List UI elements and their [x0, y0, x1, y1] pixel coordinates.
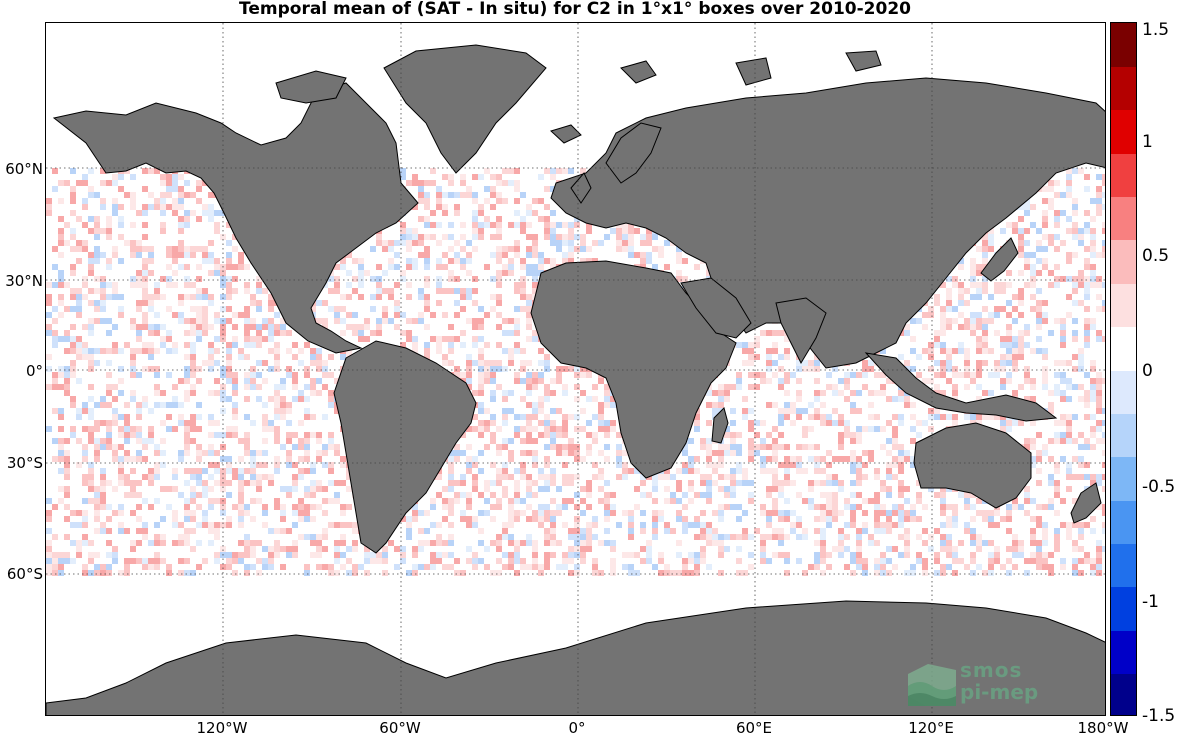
smos-pimep-logo — [908, 664, 956, 706]
colorbar-segment — [1111, 326, 1136, 371]
australia — [913, 422, 1032, 509]
colorbar-segment — [1111, 586, 1136, 631]
colorbar-tick-neg1.5: -1.5 — [1142, 706, 1176, 726]
arabian-peninsula — [680, 277, 752, 339]
lat-label-60n: 60°N — [5, 160, 43, 178]
southeast-asia — [864, 352, 1058, 422]
colorbar-segment — [1111, 66, 1136, 111]
british-isles — [570, 172, 592, 204]
colorbar-segment — [1111, 283, 1136, 328]
lat-label-30n: 30°N — [5, 272, 43, 290]
colorbar-segment — [1111, 153, 1136, 197]
colorbar-segment — [1111, 673, 1136, 715]
colorbar-segment — [1111, 109, 1136, 154]
colorbar-segment — [1111, 196, 1136, 241]
logo-text-smos: smos — [960, 658, 1023, 682]
colorbar-segment — [1111, 456, 1136, 501]
colorbar-tick-0.5: 0.5 — [1142, 246, 1170, 266]
colorbar-tick-neg0.5: -0.5 — [1142, 477, 1176, 497]
colorbar-tick-0: 0 — [1142, 361, 1153, 381]
scandinavia — [605, 122, 662, 184]
arctic-islands — [275, 70, 347, 104]
svalbard — [620, 60, 657, 84]
colorbar-tick-1: 1 — [1142, 132, 1153, 152]
lat-label-30s: 30°S — [6, 454, 43, 472]
lon-label-120e: 120°E — [908, 719, 954, 737]
colorbar-segment — [1111, 500, 1136, 544]
lon-label-0: 0° — [568, 719, 586, 737]
greenland — [383, 44, 547, 174]
africa — [530, 260, 737, 479]
lat-label-60s: 60°S — [6, 565, 43, 583]
south-america — [333, 340, 477, 554]
japan — [980, 237, 1019, 282]
novaya-zemlya — [735, 57, 772, 86]
map-plot — [46, 23, 1105, 715]
north-america — [52, 82, 419, 354]
land-masses — [46, 44, 1105, 715]
graticule — [46, 23, 1105, 715]
map-frame — [45, 22, 1106, 716]
antarctica — [46, 600, 1105, 715]
india — [775, 297, 827, 365]
colorbar-tick-neg1: -1 — [1142, 592, 1159, 612]
new-zealand — [1070, 482, 1102, 524]
colorbar-segment — [1111, 239, 1136, 284]
lon-label-60w: 60°W — [379, 719, 421, 737]
lon-label-180w: 180°W — [1077, 719, 1129, 737]
colorbar-tick-1.5: 1.5 — [1142, 20, 1170, 40]
colorbar-segment — [1111, 630, 1136, 675]
madagascar — [711, 407, 729, 444]
lon-label-120w: 120°W — [196, 719, 248, 737]
colorbar-segment — [1111, 370, 1136, 414]
lon-label-60e: 60°E — [735, 719, 773, 737]
colorbar — [1110, 22, 1137, 716]
logo-text-pimep: pi-mep — [960, 680, 1039, 704]
eurasia — [550, 77, 1105, 369]
colorbar-segment — [1111, 23, 1136, 67]
severnaya-zemlya — [845, 50, 882, 72]
colorbar-segment — [1111, 543, 1136, 588]
iceland — [550, 124, 582, 144]
lat-label-equator: 0° — [25, 362, 43, 380]
map-title: Temporal mean of (SAT - In situ) for C2 … — [239, 0, 911, 19]
colorbar-segment — [1111, 413, 1136, 458]
